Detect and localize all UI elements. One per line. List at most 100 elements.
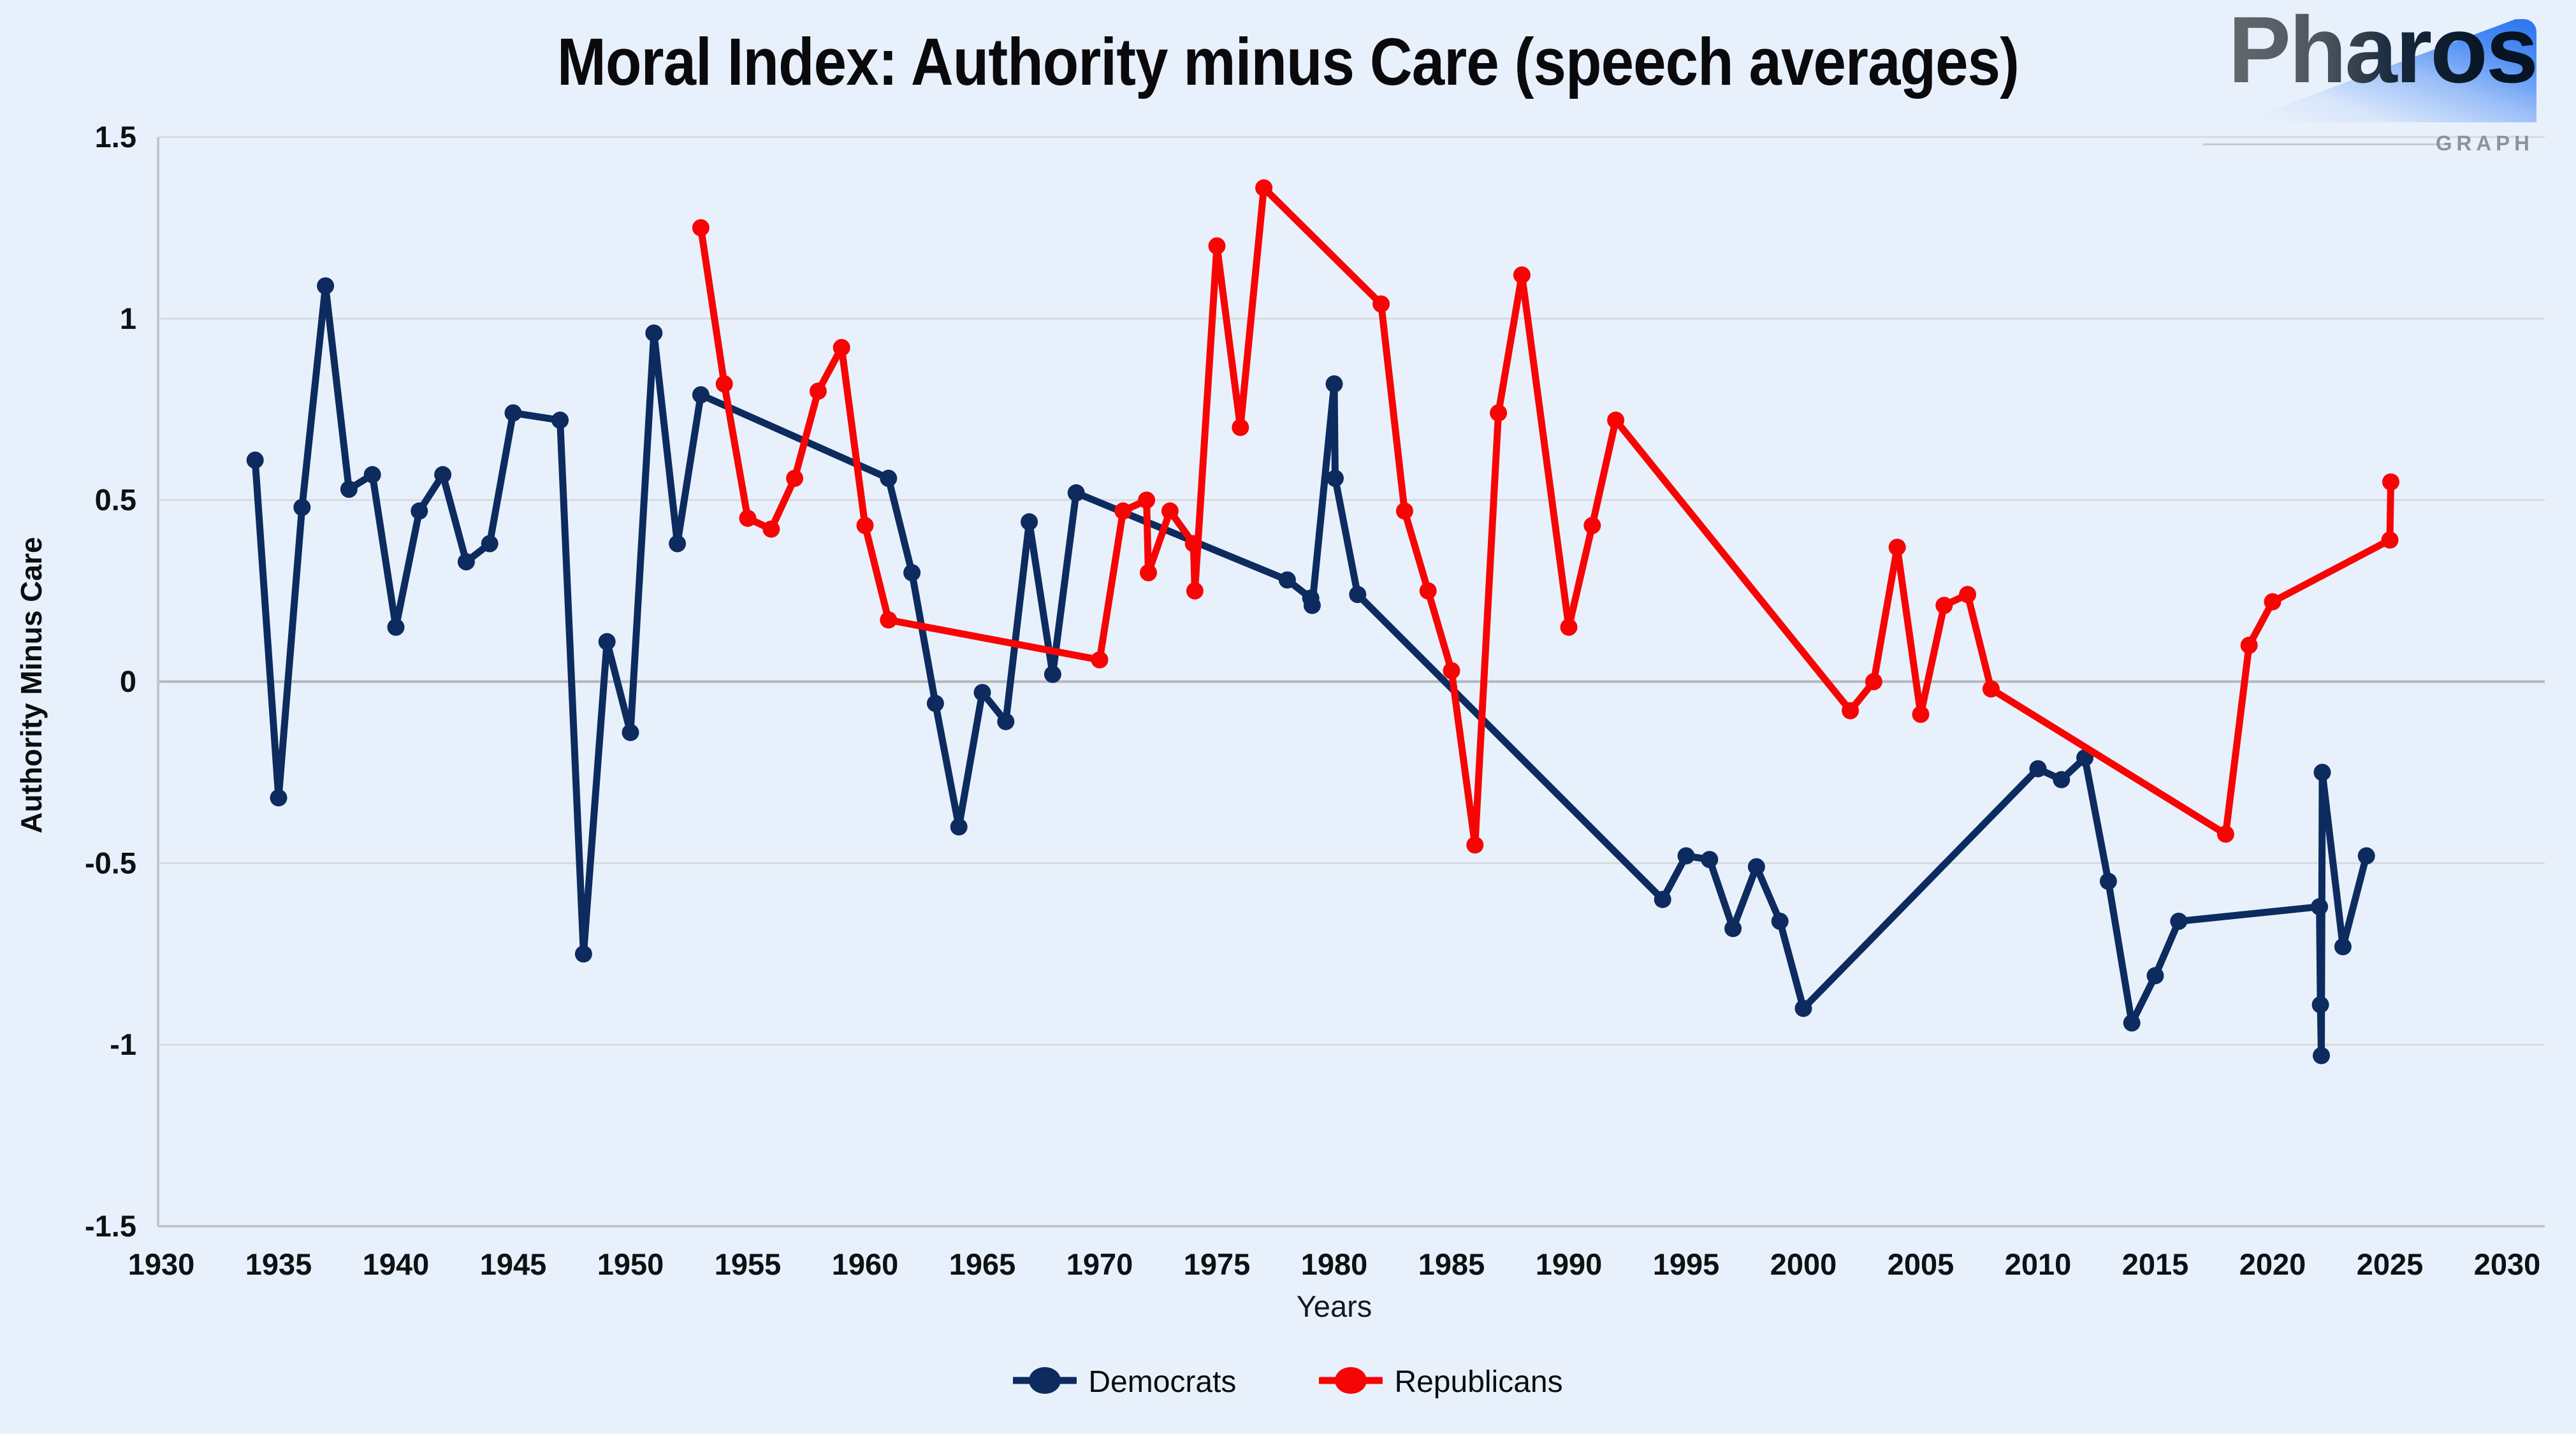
democrats-marker — [293, 498, 311, 516]
republicans-marker — [1232, 419, 1249, 437]
republicans-marker — [1140, 564, 1157, 582]
democrats-marker — [1021, 513, 1038, 531]
chart-title: Moral Index: Authority minus Care (speec… — [557, 25, 2019, 99]
democrats-marker — [1067, 484, 1085, 502]
democrats-line-marker-icon — [1010, 1364, 1079, 1400]
democrats-marker — [973, 684, 991, 702]
republicans-marker — [1186, 582, 1204, 600]
republicans-marker — [809, 382, 827, 400]
republicans-marker — [1395, 502, 1413, 520]
republicans-marker — [1865, 673, 1882, 690]
democrats-marker — [363, 466, 381, 484]
y-axis-title: Authority Minus Care — [15, 537, 48, 834]
x-tick-label-1980: 1980 — [1301, 1247, 1368, 1281]
democrats-marker — [1677, 847, 1695, 865]
republicans-marker — [2382, 473, 2399, 491]
democrats-marker — [1654, 890, 1671, 908]
democrats-marker — [411, 502, 428, 520]
democrats-marker — [1044, 665, 1061, 683]
democrats-marker — [434, 466, 452, 484]
republicans-marker — [1935, 597, 1953, 614]
democrats-marker — [504, 404, 522, 422]
democrats-marker — [950, 818, 968, 836]
x-tick-label-1990: 1990 — [1536, 1247, 1603, 1281]
y-tick-label--0.5: -0.5 — [85, 846, 136, 880]
x-tick-label-1945: 1945 — [480, 1247, 547, 1281]
democrats-marker — [457, 553, 475, 570]
democrats-marker — [2357, 847, 2375, 865]
democrats-marker — [2311, 898, 2329, 916]
democrats-marker — [2170, 913, 2188, 930]
republicans-line-marker-icon — [1316, 1364, 1385, 1400]
republicans-marker — [1560, 618, 1578, 636]
republicans-marker — [2240, 637, 2258, 654]
democrats-marker — [1327, 470, 1344, 487]
democrats-marker — [270, 789, 287, 807]
x-tick-label-1995: 1995 — [1653, 1247, 1720, 1281]
democrats-marker — [2313, 764, 2331, 781]
democrats-marker — [340, 481, 358, 498]
democrats-marker — [880, 470, 898, 487]
democrats-marker — [2099, 873, 2117, 890]
x-tick-label-2020: 2020 — [2239, 1247, 2306, 1281]
democrats-marker — [246, 451, 264, 469]
republicans-marker — [1513, 266, 1531, 284]
democrats-marker — [1701, 851, 1719, 869]
x-tick-label-1975: 1975 — [1184, 1247, 1251, 1281]
x-tick-label-2025: 2025 — [2357, 1247, 2424, 1281]
legend-label-democrats: Democrats — [1088, 1365, 1237, 1399]
republicans-marker — [1912, 706, 1930, 723]
democrats-marker — [598, 633, 616, 651]
democrats-marker — [317, 277, 335, 295]
x-tick-label-1940: 1940 — [363, 1247, 430, 1281]
republicans-marker — [1114, 502, 1132, 520]
x-axis-title: Years — [1296, 1289, 1372, 1323]
democrats-marker — [903, 564, 921, 582]
x-tick-label-2000: 2000 — [1770, 1247, 1837, 1281]
democrats-marker — [2313, 1047, 2330, 1064]
republicans-marker — [692, 219, 709, 236]
y-tick-label-1: 1 — [120, 301, 136, 335]
democrats-line — [251, 282, 2370, 1059]
democrats-marker — [1303, 597, 1321, 614]
democrats-marker — [574, 945, 592, 963]
y-tick-label-1.5: 1.5 — [95, 120, 136, 154]
y-tick-label--1: -1 — [110, 1027, 136, 1061]
republicans-marker — [1888, 539, 1906, 556]
democrats-marker — [2311, 996, 2329, 1013]
republicans-line — [697, 184, 2394, 849]
republicans-marker — [1419, 582, 1437, 600]
republicans-marker — [1959, 586, 1977, 604]
x-tick-label-2015: 2015 — [2122, 1247, 2189, 1281]
republicans-marker — [715, 375, 733, 393]
republicans-marker — [1583, 517, 1601, 534]
democrats-marker — [1724, 920, 1742, 938]
x-tick-label-1935: 1935 — [245, 1247, 312, 1281]
legend-item-republicans[interactable]: Republicans — [1316, 1364, 1563, 1400]
democrats-marker — [1278, 571, 1296, 589]
logo-underline — [2202, 143, 2451, 145]
x-tick-label-2030: 2030 — [2474, 1247, 2541, 1281]
y-tick-label-0: 0 — [120, 665, 136, 699]
democrats-marker — [2053, 771, 2070, 788]
republicans-marker — [1372, 295, 1390, 313]
republicans-marker — [2381, 531, 2399, 549]
x-tick-label-1965: 1965 — [949, 1247, 1016, 1281]
democrats-marker — [1349, 586, 1367, 604]
republicans-marker — [1255, 179, 1273, 197]
republicans-marker — [1138, 491, 1156, 509]
republicans-marker — [1982, 680, 2000, 698]
democrats-marker — [669, 535, 687, 553]
legend-item-democrats[interactable]: Democrats — [1010, 1364, 1237, 1400]
democrats-marker — [1771, 913, 1789, 930]
democrats-marker — [1794, 999, 1812, 1017]
republicans-marker — [880, 611, 898, 629]
y-tick-label--1.5: -1.5 — [85, 1209, 136, 1243]
logo-sub-text: GRAPH — [2435, 131, 2534, 155]
republicans-marker — [1184, 535, 1202, 553]
democrats-marker — [1325, 375, 1343, 393]
x-tick-label-1955: 1955 — [715, 1247, 782, 1281]
legend-label-republicans: Republicans — [1394, 1365, 1563, 1399]
democrats-marker — [2123, 1014, 2141, 1032]
